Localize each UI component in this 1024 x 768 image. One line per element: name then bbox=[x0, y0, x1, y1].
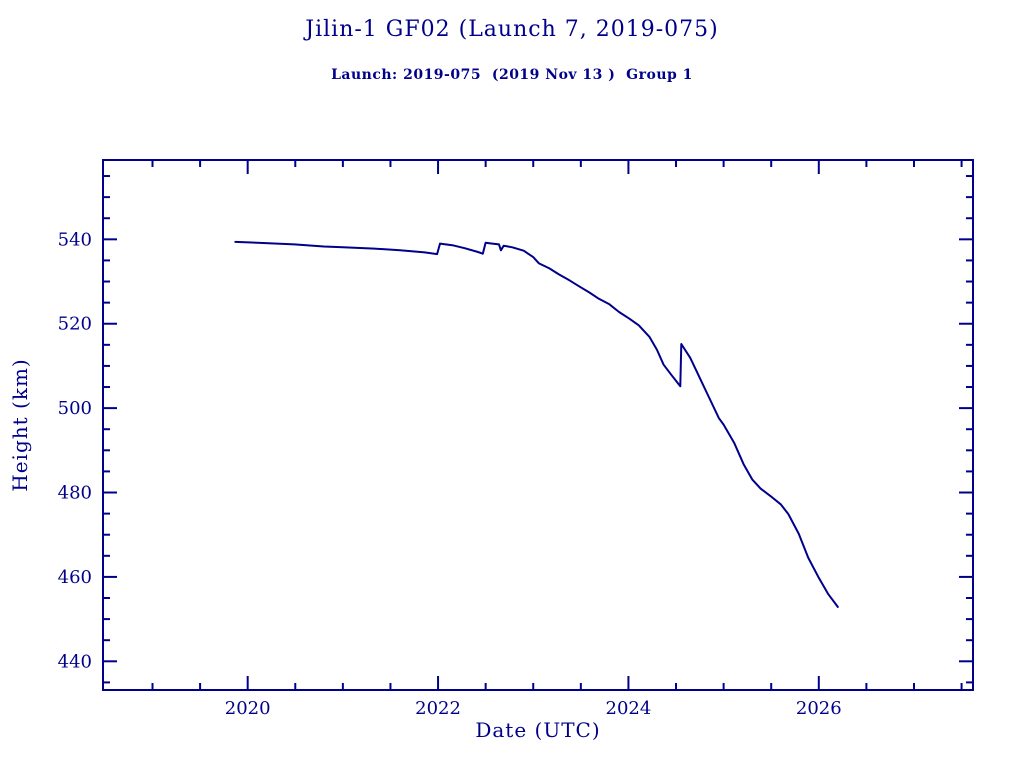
chart-subtitle: Launch: 2019-075 (2019 Nov 13 ) Group 1 bbox=[331, 67, 693, 83]
chart-title: Jilin-1 GF02 (Launch 7, 2019-075) bbox=[305, 17, 719, 42]
height-curve bbox=[234, 240, 839, 608]
y-tick-label: 480 bbox=[58, 483, 92, 504]
plot-border bbox=[102, 159, 974, 691]
y-tick-label: 520 bbox=[58, 314, 92, 335]
y-tick-label: 500 bbox=[58, 398, 92, 419]
x-axis-title: Date (UTC) bbox=[475, 718, 601, 742]
y-tick-label: 540 bbox=[58, 229, 92, 250]
x-tick-label: 2024 bbox=[606, 698, 652, 719]
y-tick-label: 460 bbox=[58, 567, 92, 588]
x-tick-label: 2020 bbox=[225, 698, 271, 719]
y-tick-label: 440 bbox=[58, 651, 92, 672]
x-tick-label: 2022 bbox=[415, 698, 461, 719]
x-tick-label: 2026 bbox=[796, 698, 842, 719]
